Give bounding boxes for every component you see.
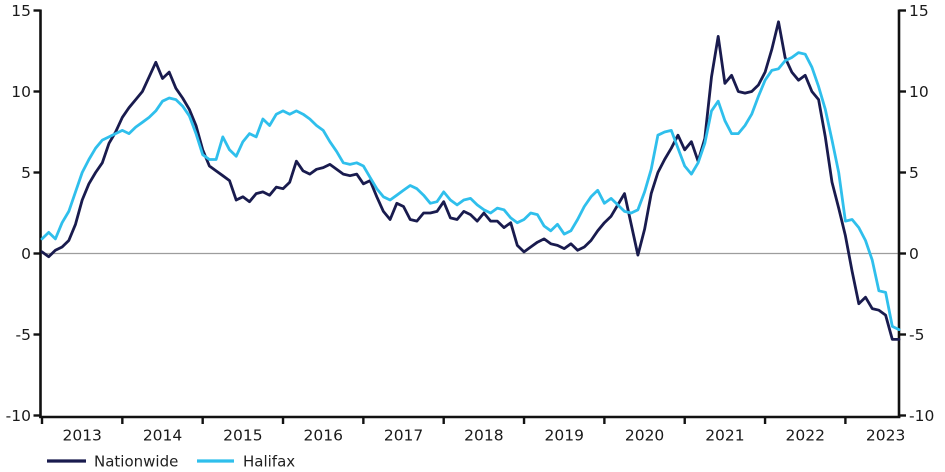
- y-axis-ticks-left: [33, 9, 41, 417]
- legend-item-nationwide: Nationwide: [47, 453, 178, 471]
- y-tick-label-right-10: 10: [909, 83, 929, 101]
- y-tick-label-right-5: 5: [909, 164, 919, 182]
- x-axis-year-labels: 2013 2014 2015 2016 2017 2018 2019 2020 2021 2022…: [62, 427, 905, 445]
- y-axis-labels-left: 15 10 5 0 -5 -10: [6, 2, 31, 425]
- y-tick-label-left--10: -10: [6, 407, 31, 425]
- y-tick-label-right--5: -5: [909, 326, 924, 344]
- y-tick-label-left--5: -5: [16, 326, 31, 344]
- x-year-label-2015: 2015: [223, 427, 262, 445]
- legend-label-nationwide: Nationwide: [94, 453, 178, 471]
- x-year-label-2019: 2019: [545, 427, 584, 445]
- halifax-line: [40, 51, 901, 332]
- x-year-label-2014: 2014: [143, 427, 182, 445]
- y-tick-label-left-10: 10: [11, 83, 31, 101]
- y-axis-ticks-right: [899, 9, 906, 417]
- y-axis-labels-right: 15 10 5 0 -5 -10: [909, 2, 934, 425]
- y-tick-label-left-5: 5: [21, 164, 31, 182]
- y-tick-label-left-15: 15: [11, 2, 31, 20]
- legend-item-halifax: Halifax: [197, 453, 295, 471]
- x-year-label-2020: 2020: [625, 427, 664, 445]
- x-year-label-2021: 2021: [705, 427, 744, 445]
- nationwide-line: [40, 20, 901, 341]
- y-tick-label-right-0: 0: [909, 245, 919, 263]
- legend: Nationwide Halifax: [47, 453, 295, 471]
- data-series: [40, 20, 901, 341]
- x-year-label-2013: 2013: [62, 427, 101, 445]
- legend-label-halifax: Halifax: [243, 453, 295, 471]
- x-year-label-2022: 2022: [786, 427, 825, 445]
- x-year-label-2017: 2017: [384, 427, 423, 445]
- x-year-label-2018: 2018: [464, 427, 503, 445]
- x-axis-ticks: [40, 417, 847, 424]
- x-year-label-2023: 2023: [866, 427, 905, 445]
- y-tick-label-right-15: 15: [909, 2, 929, 20]
- y-tick-label-right--10: -10: [909, 407, 934, 425]
- y-tick-label-left-0: 0: [21, 245, 31, 263]
- x-year-label-2016: 2016: [303, 427, 342, 445]
